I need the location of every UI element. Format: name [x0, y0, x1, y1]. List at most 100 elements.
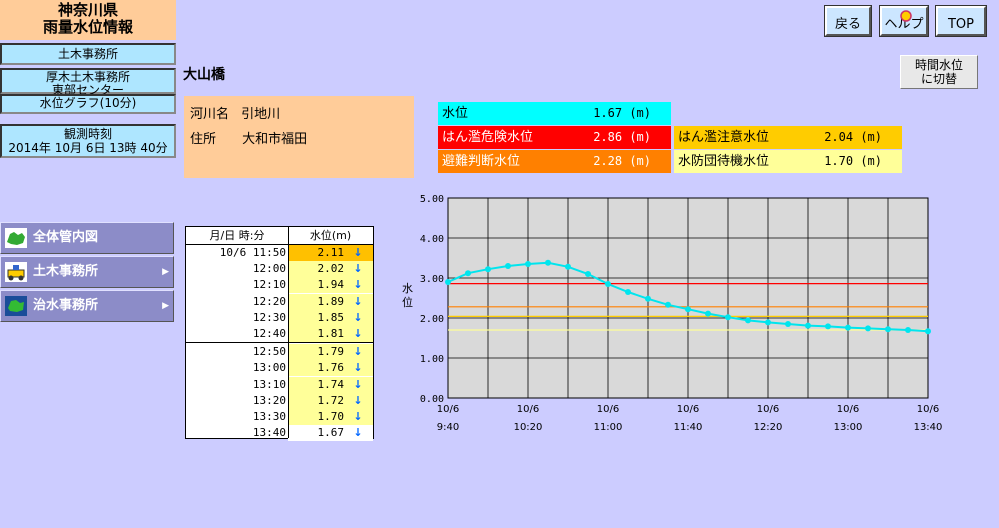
menu-civil-office[interactable]: 土木事務所 ▶	[0, 256, 174, 288]
x-tick-time-label: 11:40	[674, 422, 703, 433]
data-point	[785, 321, 791, 327]
help-button-label: ヘルプ	[884, 17, 924, 32]
table-row: 12:50 1.79 ↓	[186, 344, 373, 361]
current-level-label: 水位	[442, 106, 469, 121]
nav-center-label: 東部センター	[51, 83, 124, 97]
trend-down-icon: ↓	[353, 327, 363, 340]
nav-office-category[interactable]: 土木事務所	[0, 43, 176, 65]
x-tick-date-label: 10/6	[517, 404, 539, 415]
help-icon	[900, 10, 912, 22]
table-cell-time: 13:10	[252, 377, 286, 391]
nav-office[interactable]: 厚木土木事務所 東部センター	[0, 68, 176, 97]
table-cell-level: 1.70	[317, 410, 345, 423]
standby-level-value: 1.70 (m)	[824, 154, 882, 168]
table-cell-bg	[288, 326, 373, 342]
observation-time-value: 2014年 10月 6日 13時 40分	[8, 141, 168, 155]
table-row: 12:10 1.94 ↓	[186, 277, 373, 294]
table-header-level: 水位(m)	[288, 227, 373, 245]
trend-down-icon: ↓	[353, 345, 363, 359]
table-cell-time: 12:40	[252, 327, 286, 340]
table-row: 13:10 1.74 ↓	[186, 376, 373, 393]
caution-level: はん濫注意水位 2.04 (m)	[674, 126, 902, 149]
table-cell-level: 2.02	[317, 262, 345, 276]
data-point	[545, 259, 551, 266]
data-point	[665, 301, 671, 308]
x-tick-date-label: 10/6	[917, 404, 939, 415]
back-button[interactable]: 戻る	[824, 5, 872, 37]
table-cell-time: 13:30	[252, 410, 286, 423]
construction-icon	[5, 262, 27, 282]
water-level-chart: 0.00 1.00 2.00 3.00 4.00 5.00 10/6 9:40 10/6 10:2…	[402, 194, 943, 433]
data-point	[765, 319, 771, 326]
table-cell-time: 13:20	[252, 393, 286, 407]
danger-level-label: はん濫危険水位	[442, 130, 534, 145]
y-tick-label: 0.00	[420, 394, 444, 405]
address-row: 住所 大和市福田	[190, 127, 414, 152]
data-point	[465, 270, 471, 277]
caution-level-value: 2.04 (m)	[824, 130, 882, 144]
prefecture-title: 神奈川県 雨量水位情報	[0, 0, 176, 40]
trend-down-icon: ↓	[353, 262, 363, 276]
y-tick-label: 3.00	[420, 274, 444, 285]
y-tick-label: 1.00	[420, 354, 444, 365]
y-tick-label: 4.00	[420, 234, 444, 245]
table-divider	[288, 244, 289, 438]
x-tick-time-label: 12:20	[754, 422, 783, 433]
standby-level-label: 水防団待機水位	[678, 154, 770, 169]
menu-flood-office-label: 治水事務所	[33, 298, 99, 313]
x-tick-date-label: 10/6	[757, 404, 779, 415]
x-tick-date-label: 10/6	[837, 404, 859, 415]
map-icon	[5, 228, 27, 248]
y-axis-label: 位	[402, 295, 413, 309]
y-tick-label: 2.00	[420, 314, 444, 325]
data-point	[625, 289, 631, 295]
prefecture-title-line2: 雨量水位情報	[42, 18, 133, 36]
trend-down-icon: ↓	[353, 361, 363, 375]
table-cell-level: 2.11	[317, 246, 345, 259]
submenu-arrow-icon: ▶	[162, 267, 169, 277]
menu-overall-map-label: 全体管内図	[33, 230, 99, 245]
menu-civil-office-label: 土木事務所	[33, 264, 99, 279]
submenu-arrow-icon: ▶	[162, 301, 169, 311]
menu-flood-office[interactable]: 治水事務所 ▶	[0, 290, 174, 322]
table-cell-bg	[288, 309, 373, 326]
river-name: 引地川	[241, 107, 281, 122]
table-row: 13:30 1.70 ↓	[186, 409, 373, 425]
evacuation-level-label: 避難判断水位	[442, 154, 521, 169]
current-level: 水位 1.67 (m)	[438, 102, 671, 125]
table-cell-level: 1.67	[317, 426, 345, 440]
x-tick-time-label: 13:40	[914, 422, 943, 433]
table-cell-bg	[288, 392, 373, 409]
menu-overall-map[interactable]: 全体管内図	[0, 222, 174, 254]
data-point	[585, 271, 591, 277]
trend-down-icon: ↓	[353, 310, 363, 324]
table-row: 12:40 1.81 ↓	[186, 326, 373, 342]
table-cell-time: 13:00	[252, 361, 286, 375]
data-point	[825, 323, 831, 330]
river-row: 河川名 引地川	[190, 102, 414, 127]
table-row: 12:20 1.89 ↓	[186, 293, 373, 310]
x-tick-time-label: 10:20	[514, 422, 543, 433]
evacuation-level: 避難判断水位 2.28 (m)	[438, 150, 671, 173]
standby-level: 水防団待機水位 1.70 (m)	[674, 150, 902, 173]
nav-graph-type[interactable]: 水位グラフ(10分)	[0, 94, 176, 114]
table-cell-bg	[288, 344, 373, 361]
observation-time-label: 観測時刻	[63, 127, 112, 141]
top-button[interactable]: TOP	[935, 5, 987, 37]
data-point	[485, 266, 491, 273]
address-value: 大和市福田	[242, 132, 308, 147]
table-row: 13:20 1.72 ↓	[186, 392, 373, 409]
station-info-box: 河川名 引地川 住所 大和市福田	[184, 96, 414, 178]
switch-hourly-button[interactable]: 時間水位 に切替	[900, 55, 978, 89]
table-row: 13:00 1.76 ↓	[186, 360, 373, 377]
trend-down-icon: ↓	[353, 278, 363, 292]
river-label: 河川名	[190, 107, 230, 122]
table-cell-bg	[288, 409, 373, 425]
data-point	[605, 281, 611, 287]
help-button[interactable]: ヘルプ	[879, 5, 929, 37]
table-cell-level: 1.85	[317, 310, 345, 324]
table-cell-bg	[288, 425, 373, 442]
trend-down-icon: ↓	[353, 426, 363, 440]
data-point	[705, 310, 711, 317]
table-cell-time: 12:10	[252, 278, 286, 292]
